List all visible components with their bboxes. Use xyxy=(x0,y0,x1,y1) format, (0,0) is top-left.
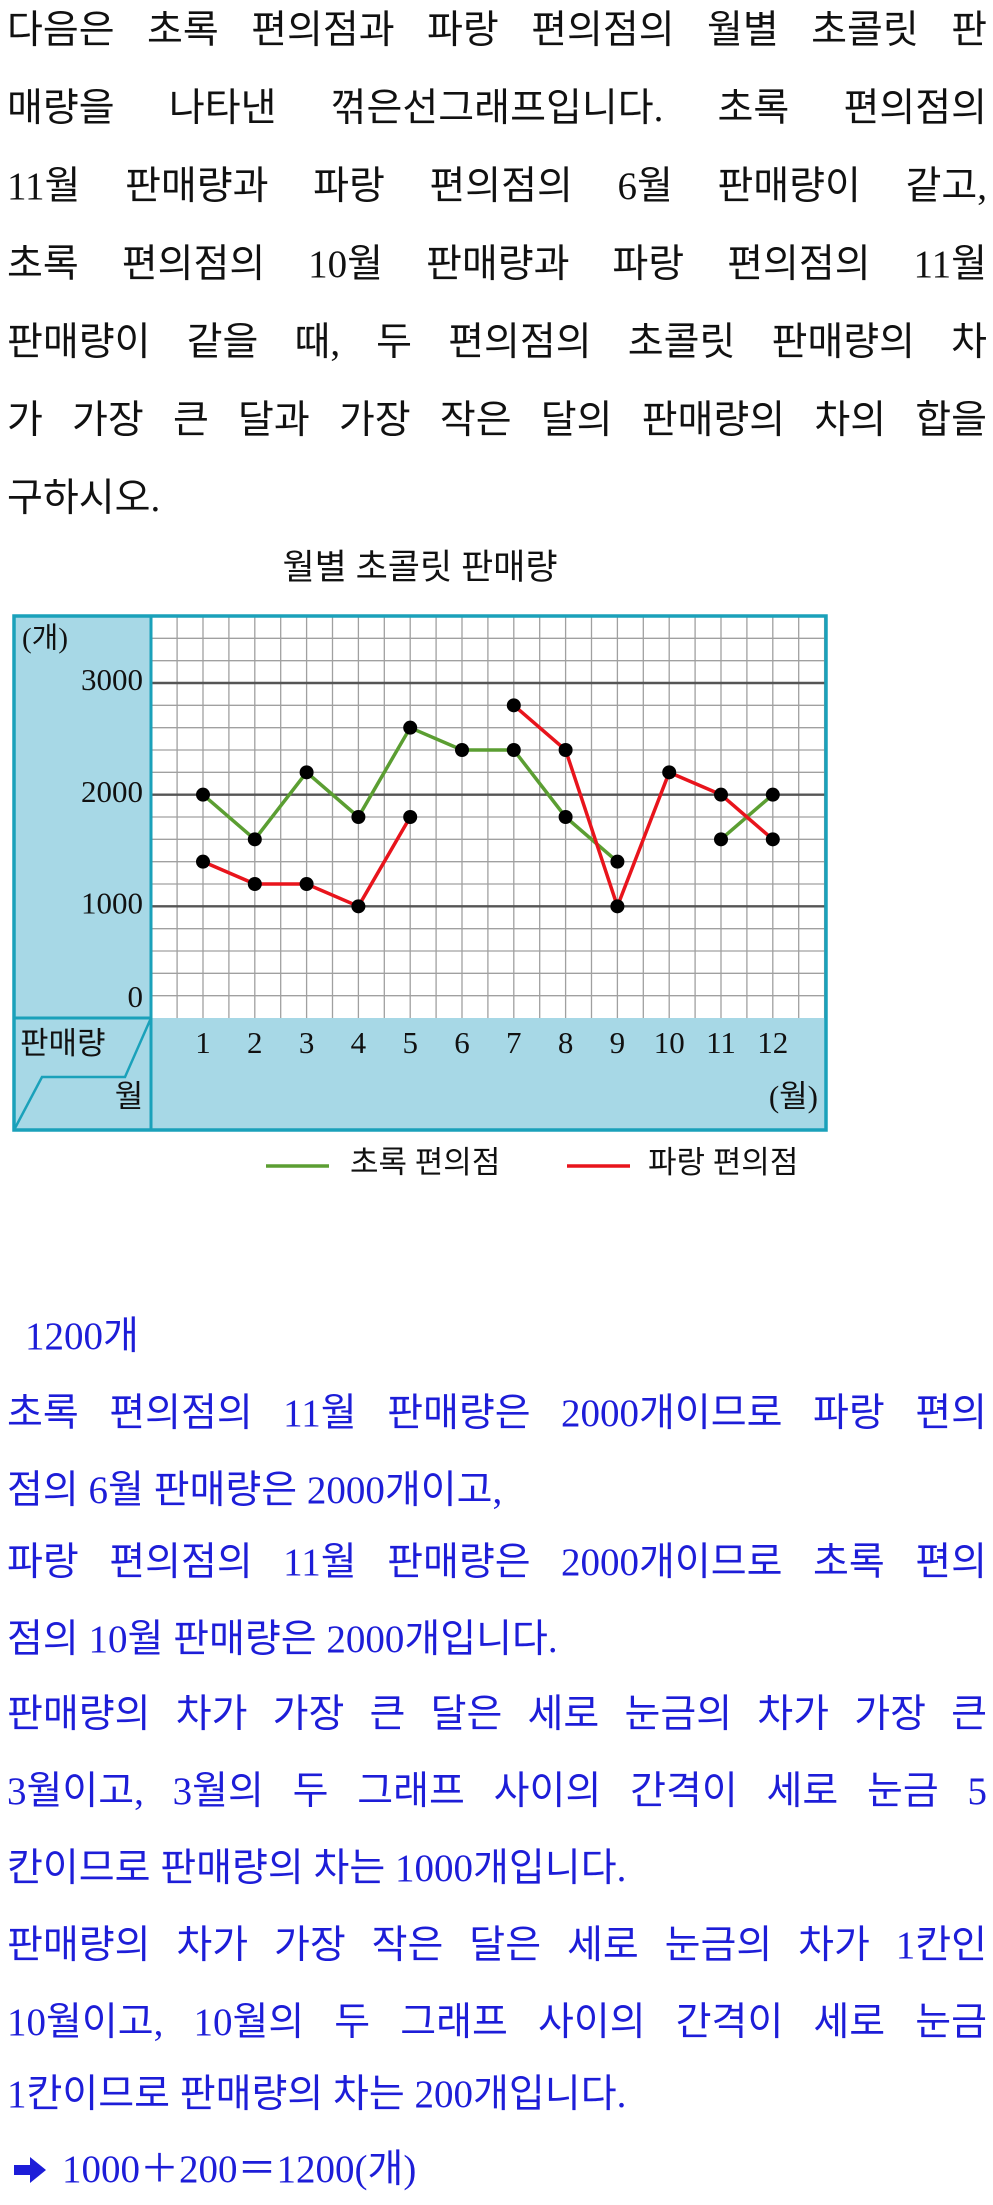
x-tick-label: 5 xyxy=(402,1025,418,1060)
y-tick-label: 1000 xyxy=(81,885,143,920)
y-tick-label: 0 xyxy=(128,979,144,1014)
corner-diagonal xyxy=(12,1017,153,1131)
data-point xyxy=(299,765,314,780)
problem-line: 다음은 초록 편의점과 파랑 편의점의 월별 초콜릿 판 xyxy=(7,9,987,52)
x-tick-label: 11 xyxy=(706,1025,736,1060)
answer-line: 1000＋200＝1200(개) xyxy=(62,2148,417,2191)
problem-line: 초록 편의점의 10월 판매량과 파랑 편의점의 11월 xyxy=(7,243,987,286)
y-axis-label: (개) xyxy=(22,623,68,655)
data-point xyxy=(351,899,366,914)
y-tick-label: 2000 xyxy=(81,774,143,809)
problem-line: 판매량이 같을 때, 두 편의점의 초콜릿 판매량의 차 xyxy=(7,321,987,364)
answer-line: 판매량의 차가 가장 큰 달은 세로 눈금의 차가 가장 큰 xyxy=(7,1693,987,1736)
chart-border xyxy=(12,614,828,1132)
answer-line: 파랑 편의점의 11월 판매량은 2000개이므로 초록 편의 xyxy=(7,1541,987,1584)
x-tick-label: 10 xyxy=(654,1025,685,1060)
data-point xyxy=(714,832,728,847)
answer-line: 점의 6월 판매량은 2000개이고, xyxy=(7,1469,503,1512)
y-tick-label: 3000 xyxy=(81,662,143,697)
problem-line: 매량을 나타낸 꺾은선그래프입니다. 초록 편의점의 xyxy=(7,87,987,130)
chart-title: 월별 초콜릿 판매량 xyxy=(282,548,557,587)
x-axis-label: (월) xyxy=(769,1079,818,1114)
data-point xyxy=(714,787,728,802)
x-tick-label: 3 xyxy=(299,1025,315,1060)
x-tick-label: 9 xyxy=(610,1025,626,1060)
data-point xyxy=(558,743,573,757)
problem-line: 가 가장 큰 달과 가장 작은 달의 판매량의 차의 합을 xyxy=(7,399,987,442)
answer-line: 1칸이므로 판매량의 차는 200개입니다. xyxy=(7,2073,627,2116)
arrow-icon xyxy=(14,2157,46,2183)
answer-line: 점의 10월 판매량은 2000개입니다. xyxy=(7,1618,558,1661)
x-tick-label: 12 xyxy=(757,1025,788,1060)
legend-label: 파랑 편의점 xyxy=(648,1145,798,1180)
x-tick-label: 1 xyxy=(195,1025,211,1060)
corner-value-label: 판매량 xyxy=(20,1026,106,1061)
x-tick-label: 7 xyxy=(506,1025,522,1060)
data-point xyxy=(455,743,469,757)
data-point xyxy=(506,698,521,713)
answer-line: 초록 편의점의 11월 판매량은 2000개이므로 파랑 편의 xyxy=(7,1392,987,1435)
data-point xyxy=(351,810,366,824)
data-point xyxy=(610,899,625,914)
axis-panel xyxy=(14,616,151,1130)
data-point xyxy=(403,720,418,735)
data-point xyxy=(403,810,418,824)
data-point xyxy=(247,877,262,891)
x-tick-label: 8 xyxy=(558,1025,574,1060)
answer-line: 10월이고, 10월의 두 그래프 사이의 간격이 세로 눈금 xyxy=(7,2001,987,2044)
answer-line: 3월이고, 3월의 두 그래프 사이의 간격이 세로 눈금 5 xyxy=(7,1770,987,1813)
x-tick-label: 2 xyxy=(247,1025,263,1060)
series-line xyxy=(512,704,774,912)
data-point xyxy=(610,854,625,869)
data-point xyxy=(196,854,210,869)
answer-line: 칸이므로 판매량의 차는 1000개입니다. xyxy=(7,1847,627,1890)
data-point xyxy=(558,810,573,824)
data-point xyxy=(765,787,780,802)
answer-line: 1200개 xyxy=(25,1315,139,1358)
problem-line: 11월 판매량과 파랑 편의점의 6월 판매량이 같고, xyxy=(7,165,987,208)
data-point xyxy=(662,765,677,780)
data-point xyxy=(765,832,780,847)
problem-line: 구하시오. xyxy=(7,477,161,520)
x-tick-label: 4 xyxy=(351,1025,367,1060)
legend-label: 초록 편의점 xyxy=(350,1145,500,1180)
data-point xyxy=(299,877,314,891)
data-point xyxy=(196,787,210,802)
data-point xyxy=(506,743,521,757)
x-tick-label: 6 xyxy=(454,1025,470,1060)
category-panel xyxy=(151,1018,826,1130)
corner-category-label: 월 xyxy=(115,1079,144,1114)
answer-line: 판매량의 차가 가장 작은 달은 세로 눈금의 차가 1칸인 xyxy=(7,1924,987,1967)
data-point xyxy=(247,832,262,847)
